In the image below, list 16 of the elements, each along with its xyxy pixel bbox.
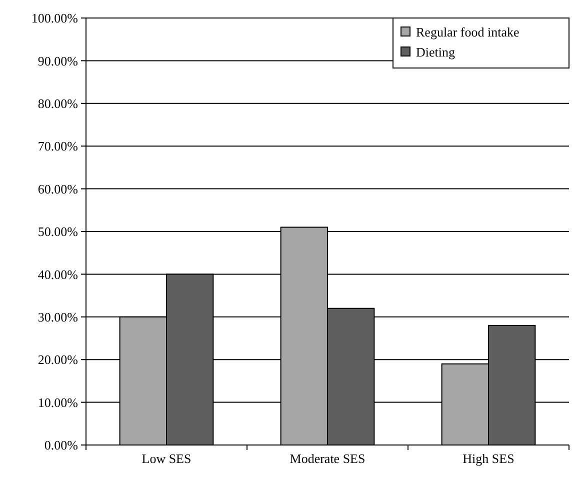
x-tick-label: High SES xyxy=(462,451,514,466)
y-tick-label: 100.00% xyxy=(31,10,78,26)
x-tick-label: Low SES xyxy=(142,451,192,466)
x-tick-label: Moderate SES xyxy=(290,451,366,466)
legend-label: Dieting xyxy=(416,44,456,60)
y-tick-label: 10.00% xyxy=(38,394,78,410)
y-tick-label: 90.00% xyxy=(38,53,78,68)
y-tick-label: 70.00% xyxy=(38,138,78,154)
y-tick-label: 20.00% xyxy=(38,352,78,368)
y-tick-label: 80.00% xyxy=(38,96,78,111)
y-tick-label: 30.00% xyxy=(38,309,78,324)
y-tick-label: 0.00% xyxy=(44,438,78,453)
y-tick-label: 40.00% xyxy=(38,266,78,282)
y-tick-label: 50.00% xyxy=(38,224,78,240)
y-tick-label: 60.00% xyxy=(38,181,78,196)
legend-label: Regular food intake xyxy=(416,24,520,40)
